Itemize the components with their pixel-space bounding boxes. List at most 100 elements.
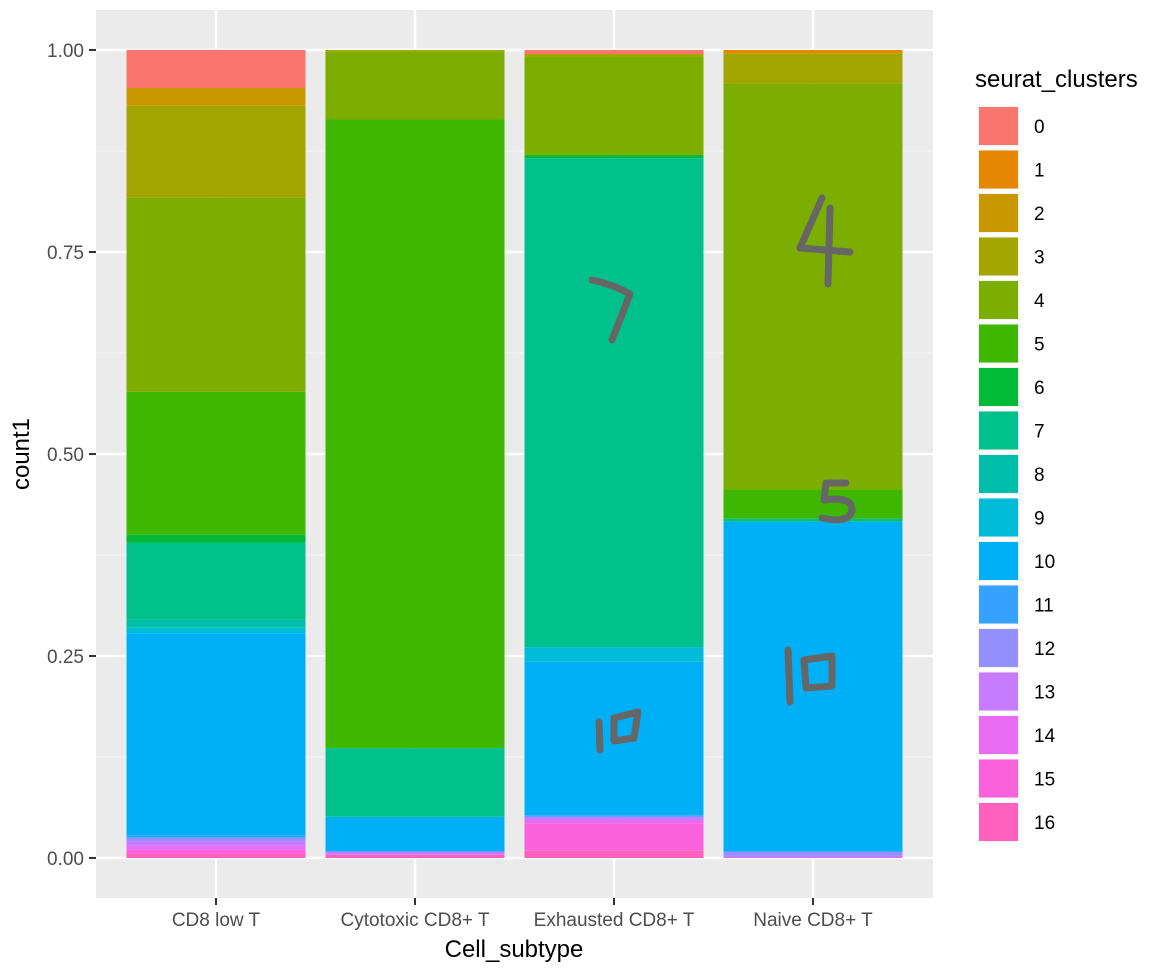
- legend-swatch: [979, 629, 1018, 667]
- bar-segment-cluster-15: [524, 823, 704, 851]
- bar-segment-cluster-1: [723, 50, 903, 54]
- legend-swatch: [979, 455, 1018, 493]
- annotation-10-naive-one: [784, 646, 794, 706]
- legend-label: 15: [1034, 770, 1055, 791]
- legend-label: 2: [1034, 204, 1045, 225]
- x-tick-label: Exhausted CD8+ T: [534, 910, 695, 931]
- legend-label: 12: [1034, 639, 1055, 660]
- bar-segment-cluster-10: [126, 633, 306, 836]
- legend-label: 9: [1034, 509, 1045, 530]
- bar-segment-cluster-16: [524, 850, 704, 858]
- bar-segment-cluster-3: [524, 54, 704, 57]
- bar-segment-cluster-7: [524, 158, 704, 648]
- bar-segment-cluster-11: [524, 815, 704, 817]
- bar-segment-cluster-9: [126, 627, 306, 634]
- annotation-10-naive-zero: [800, 652, 836, 692]
- legend-label: 11: [1034, 596, 1054, 617]
- bar-segment-cluster-5: [325, 119, 505, 749]
- legend-label: 8: [1034, 465, 1045, 486]
- bar-segment-cluster-13: [723, 855, 903, 858]
- legend-label: 4: [1034, 291, 1045, 312]
- legend-swatch: [979, 542, 1018, 580]
- bars: [126, 50, 903, 858]
- legend-swatch: [979, 281, 1018, 319]
- bar-segment-cluster-4: [524, 56, 704, 156]
- bar-segment-cluster-3: [126, 105, 306, 198]
- bar-segment-cluster-14: [524, 820, 704, 824]
- bar-segment-cluster-13: [325, 851, 505, 855]
- annotation-10-exhausted-one: [595, 718, 604, 754]
- legend-label: 13: [1034, 683, 1055, 704]
- bar-segment-cluster-3: [723, 53, 903, 84]
- legend-label: 0: [1034, 117, 1045, 138]
- legend-swatch: [979, 672, 1018, 711]
- bar-segment-cluster-12: [723, 851, 903, 856]
- bar-segment-cluster-0: [524, 50, 704, 55]
- legend-swatch: [979, 237, 1018, 276]
- legend-label: 14: [1034, 726, 1056, 747]
- y-axis-title: count1: [8, 418, 35, 490]
- annotation-7-exhausted: [588, 276, 634, 344]
- bar-segment-cluster-16: [126, 853, 306, 858]
- bar-segment-cluster-12: [126, 837, 306, 842]
- bar-segment-cluster-7: [723, 518, 903, 522]
- bar-segment-cluster-6: [126, 534, 306, 543]
- legend-label: 6: [1034, 378, 1045, 399]
- handwritten-annotations: [588, 194, 856, 754]
- bar-segment-cluster-2: [126, 87, 306, 106]
- y-tick-label: 0.75: [47, 243, 84, 264]
- legend-label: 10: [1034, 552, 1055, 573]
- bar-segment-cluster-4: [126, 197, 306, 392]
- bar-segment-cluster-0: [126, 50, 306, 88]
- bar-segment-cluster-5: [723, 489, 903, 519]
- x-tick-label: CD8 low T: [172, 910, 261, 931]
- bar-segment-cluster-5: [126, 391, 306, 535]
- y-tick-label: 0.25: [47, 647, 84, 668]
- legend-title: seurat_clusters: [975, 66, 1138, 93]
- legend-swatch: [979, 498, 1018, 537]
- legend-swatch: [979, 324, 1018, 363]
- x-tick-label: Naive CD8+ T: [753, 910, 873, 931]
- legend-swatch: [979, 411, 1018, 450]
- bar-segment-cluster-13: [524, 816, 704, 821]
- bar-segment-cluster-9: [524, 647, 704, 662]
- bar-segment-cluster-8: [126, 619, 306, 628]
- legend-label: 1: [1034, 161, 1045, 182]
- bar-segment-cluster-10: [325, 816, 505, 852]
- x-axis-title: Cell_subtype: [445, 936, 584, 963]
- annotation-10-exhausted-zero: [610, 708, 642, 745]
- legend-swatch: [979, 803, 1018, 841]
- bar-segment-cluster-4: [325, 51, 505, 120]
- bar-segment-cluster-16: [325, 854, 505, 858]
- annotation-4-naive: [796, 194, 854, 288]
- legend-label: 16: [1034, 813, 1055, 834]
- bar-segment-cluster-13: [126, 841, 306, 846]
- legend-label: 5: [1034, 335, 1045, 356]
- y-tick-label: 0.00: [47, 849, 84, 870]
- legend-swatch: [979, 585, 1018, 624]
- bar-segment-cluster-11: [126, 835, 306, 838]
- y-tick-label: 0.50: [47, 445, 84, 466]
- bar-segment-cluster-15: [126, 849, 306, 854]
- legend-swatch: [979, 759, 1018, 798]
- legend-label: 7: [1034, 422, 1045, 443]
- annotation-5-naive: [818, 479, 856, 524]
- bar-segment-cluster-3: [325, 50, 505, 52]
- x-tick-label: Cytotoxic CD8+ T: [340, 910, 489, 931]
- bar-segment-cluster-7: [325, 748, 505, 817]
- y-axis: 0.00 0.25 0.50 0.75 1.00: [47, 41, 96, 870]
- bar-segment-cluster-7: [126, 542, 306, 620]
- legend-label: 3: [1034, 248, 1045, 269]
- legend-swatch: [979, 368, 1018, 406]
- bar-segment-cluster-14: [126, 845, 306, 850]
- legend-swatch: [979, 107, 1018, 145]
- legend-swatch: [979, 194, 1018, 232]
- bar-segment-cluster-4: [723, 83, 903, 490]
- legend-swatch: [979, 150, 1018, 189]
- y-tick-label: 1.00: [47, 41, 84, 62]
- bar-segment-cluster-6: [524, 155, 704, 159]
- legend-swatch: [979, 716, 1018, 754]
- x-axis: CD8 low T Cytotoxic CD8+ T Exhausted CD8+ …: [172, 898, 873, 931]
